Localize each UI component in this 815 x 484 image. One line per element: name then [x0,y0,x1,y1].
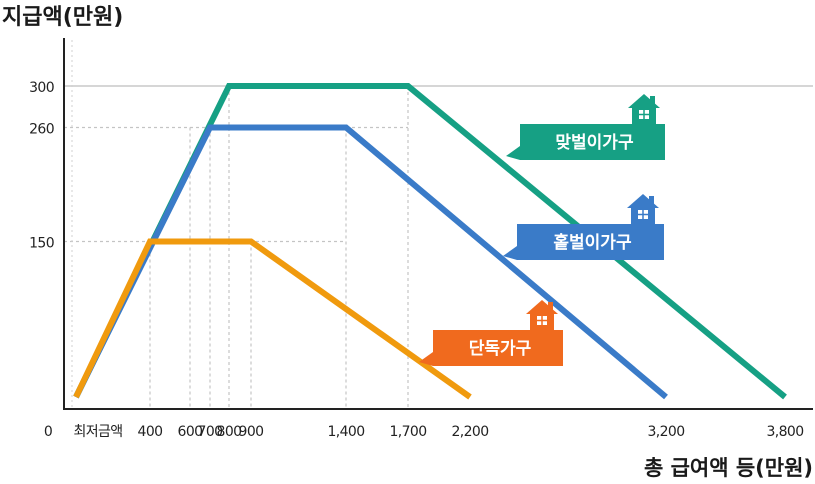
house-icon [627,194,659,224]
legend-item-3: 단독가구 [419,300,563,366]
x-tick-label-900: 900 [239,424,264,440]
legend-box [503,224,664,260]
legend-label: 단독가구 [469,339,532,359]
legend-box [419,330,563,366]
x-tick-label-400: 400 [138,424,163,440]
x-tick-label-2200: 2,200 [451,424,488,440]
y-tick-label-300: 300 [29,80,54,96]
y-tick-label-260: 260 [29,121,54,137]
axes [63,38,813,410]
legend-box [506,124,665,160]
x-tick-label-1400: 1,400 [327,424,364,440]
legend-label: 맞벌이가구 [555,133,634,153]
house-icon [526,300,558,330]
y-axis-label: 지급액(만원) [2,5,123,30]
x-tick-label-min-wage: 최저금액 [73,424,122,440]
x-tick-label-1700: 1,700 [389,424,426,440]
reference-lines [64,40,813,409]
legend-item-2: 홑벌이가구 [503,194,664,260]
x-tick-label-600: 600 [178,424,203,440]
series-line-2 [73,124,668,400]
series-lines [73,83,787,400]
legend-label: 홑벌이가구 [553,232,632,253]
x-tick-label-0: 0 [44,424,52,440]
y-tick-label-150: 150 [29,236,54,252]
x-tick-label-700: 700 [198,424,223,440]
x-axis-label: 총 급여액 등(만원) [644,456,813,480]
house-icon [628,94,660,124]
series-line-3 [73,238,472,400]
x-tick-label-3800: 3,800 [766,424,803,440]
x-tick-label-800: 800 [217,424,242,440]
legend-item-1: 맞벌이가구 [506,94,665,160]
x-tick-label-3200: 3,200 [647,424,684,440]
